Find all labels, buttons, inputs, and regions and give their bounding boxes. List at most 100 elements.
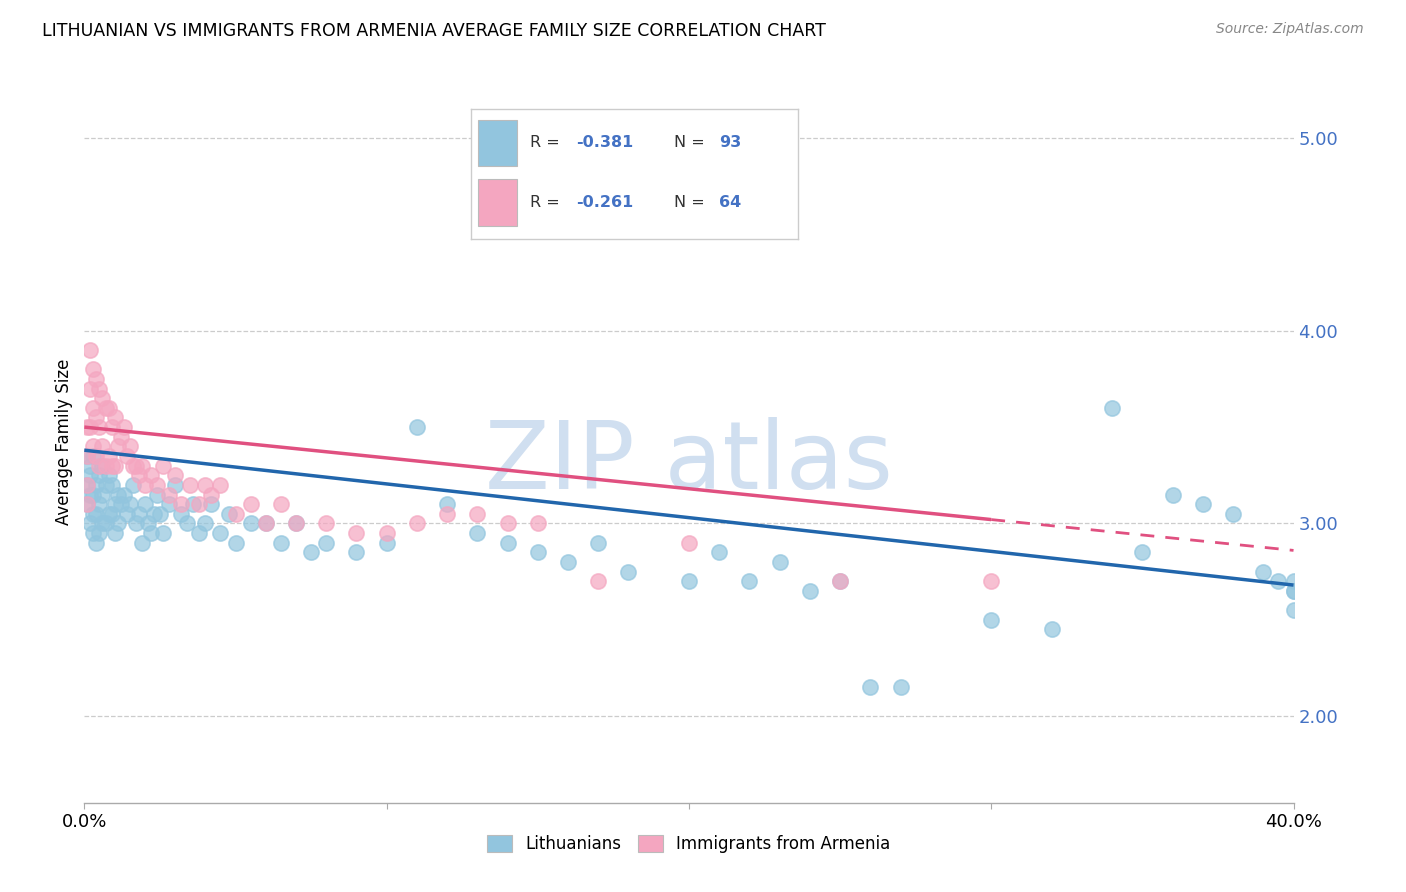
Point xyxy=(91,391,114,405)
Point xyxy=(82,526,104,541)
Point xyxy=(82,507,104,521)
Point xyxy=(104,526,127,541)
Point xyxy=(678,574,700,589)
Point xyxy=(131,458,153,473)
Point xyxy=(76,497,98,511)
Point xyxy=(769,555,792,569)
Point xyxy=(97,401,120,415)
Point xyxy=(209,478,232,492)
Point xyxy=(181,497,204,511)
Point xyxy=(270,497,292,511)
Point xyxy=(496,535,519,549)
Point xyxy=(79,516,101,531)
Point xyxy=(142,507,165,521)
Point xyxy=(94,478,117,492)
Point xyxy=(588,574,610,589)
Point xyxy=(104,410,127,425)
Point xyxy=(100,478,122,492)
Point xyxy=(285,516,308,531)
Point xyxy=(176,516,198,531)
Point xyxy=(527,516,550,531)
Point xyxy=(200,487,222,501)
Y-axis label: Average Family Size: Average Family Size xyxy=(55,359,73,524)
Point xyxy=(406,516,429,531)
Point xyxy=(134,497,156,511)
Point xyxy=(89,468,111,483)
Point xyxy=(76,420,98,434)
Point xyxy=(1101,401,1123,415)
Point xyxy=(557,555,579,569)
Point xyxy=(112,487,135,501)
Point xyxy=(527,545,550,559)
Point xyxy=(315,516,337,531)
Point xyxy=(89,458,111,473)
Point xyxy=(125,458,148,473)
Point xyxy=(678,535,700,549)
Point xyxy=(94,458,117,473)
Point xyxy=(79,382,101,396)
Point xyxy=(980,613,1002,627)
Point xyxy=(1282,583,1305,598)
Point xyxy=(239,516,262,531)
Point xyxy=(89,420,111,434)
Point xyxy=(76,478,98,492)
Point xyxy=(1130,545,1153,559)
Point xyxy=(104,497,127,511)
Point xyxy=(134,478,156,492)
Point xyxy=(1161,487,1184,501)
Point xyxy=(239,497,262,511)
Point xyxy=(315,535,337,549)
Point xyxy=(738,574,761,589)
Point xyxy=(1282,583,1305,598)
Point xyxy=(79,487,101,501)
Point xyxy=(157,497,180,511)
Point xyxy=(94,516,117,531)
Point xyxy=(254,516,277,531)
Point xyxy=(436,497,458,511)
Point xyxy=(107,487,129,501)
Point xyxy=(709,545,731,559)
Point xyxy=(299,545,322,559)
Point xyxy=(146,487,169,501)
Point xyxy=(375,535,398,549)
Point xyxy=(91,516,114,531)
Point xyxy=(76,478,98,492)
Point xyxy=(82,362,104,376)
Point xyxy=(100,458,122,473)
Point xyxy=(254,516,277,531)
Point xyxy=(97,449,120,463)
Point xyxy=(107,516,129,531)
Point xyxy=(170,497,193,511)
Point xyxy=(1267,574,1289,589)
Point xyxy=(165,478,187,492)
Point xyxy=(100,507,122,521)
Point xyxy=(139,468,162,483)
Point xyxy=(1192,497,1215,511)
Point xyxy=(89,497,111,511)
Point xyxy=(118,497,141,511)
Point xyxy=(100,420,122,434)
Text: ZIP atlas: ZIP atlas xyxy=(485,417,893,509)
Point xyxy=(1040,623,1063,637)
Point xyxy=(436,507,458,521)
Point xyxy=(97,507,120,521)
Point xyxy=(218,507,240,521)
Point xyxy=(346,545,368,559)
Legend: Lithuanians, Immigrants from Armenia: Lithuanians, Immigrants from Armenia xyxy=(481,828,897,860)
Point xyxy=(118,439,141,453)
Point xyxy=(467,507,489,521)
Point xyxy=(152,526,174,541)
Point xyxy=(76,449,98,463)
Point xyxy=(86,449,108,463)
Point xyxy=(86,535,108,549)
Point xyxy=(125,516,148,531)
Point xyxy=(97,468,120,483)
Point xyxy=(94,401,117,415)
Point xyxy=(115,449,138,463)
Point xyxy=(194,516,217,531)
Point xyxy=(406,420,429,434)
Point xyxy=(890,680,912,694)
Point xyxy=(110,497,132,511)
Point xyxy=(146,478,169,492)
Point xyxy=(1282,603,1305,617)
